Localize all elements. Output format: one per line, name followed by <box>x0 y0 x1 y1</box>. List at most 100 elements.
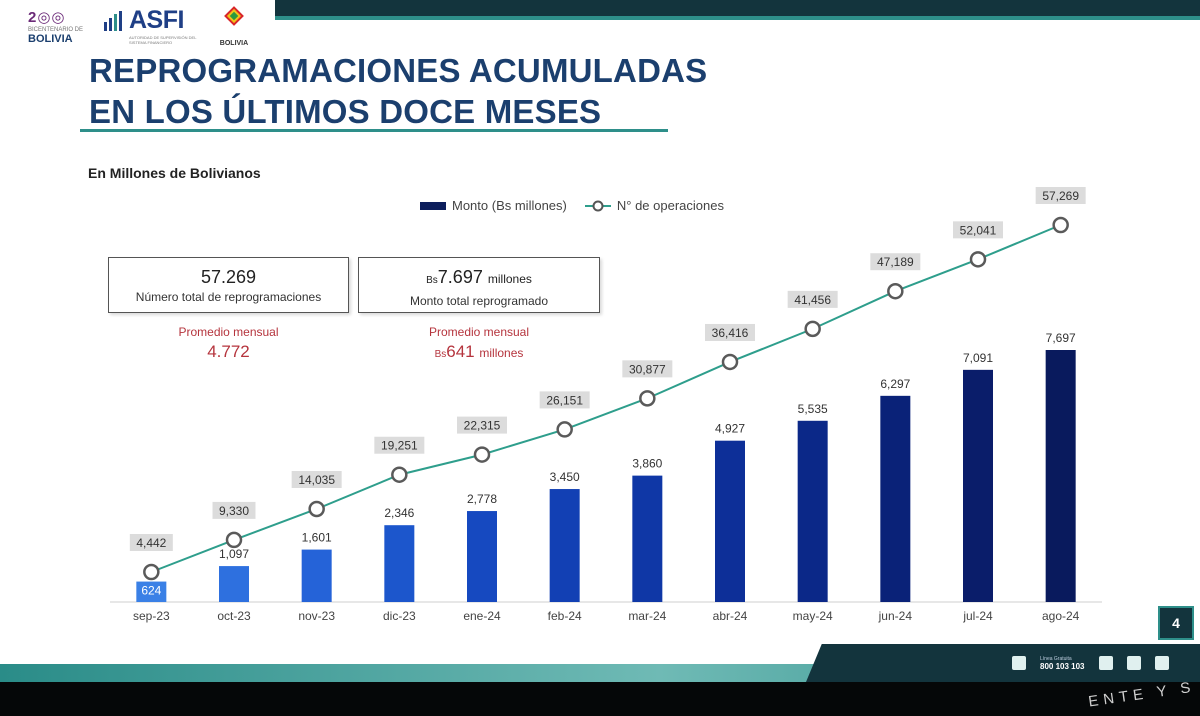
avg-amount: Promedio mensual Bs641 millones <box>358 325 600 362</box>
total-ops-card: 57.269 Número total de reprogramaciones <box>108 257 349 313</box>
operations-label-box <box>539 391 590 409</box>
total-ops-value: 57.269 <box>200 267 257 287</box>
avg-amount-value: 641 <box>446 342 475 361</box>
x-tick-label: ago-24 <box>1042 609 1080 623</box>
x-tick-label: dic-23 <box>383 609 416 623</box>
x-tick-label: sep-23 <box>133 609 170 623</box>
bar <box>632 475 663 602</box>
avg-ops-value: 4.772 <box>207 342 250 361</box>
footer-phone-number: 800 103 103 <box>1040 662 1085 671</box>
operations-value-label: 41,456 <box>794 293 831 307</box>
bicentenario-logo-glyphs: 2◎◎ <box>28 9 66 26</box>
avg-amount-line: Bs641 millones <box>358 342 600 362</box>
operations-label-box <box>457 416 507 434</box>
operations-value-label: 4,442 <box>136 536 166 550</box>
phone-icon <box>1012 656 1026 670</box>
operations-value-label: 57,269 <box>1042 189 1079 203</box>
operations-value-label: 47,189 <box>877 255 914 269</box>
asfi-logo: ASFI AUTORIDAD DE SUPERVISIÓN DEL SISTEM… <box>103 6 205 46</box>
operations-label-box <box>622 360 673 378</box>
operations-point <box>639 390 656 407</box>
avg-amount-currency: Bs <box>434 349 447 360</box>
asfi-tagline: AUTORIDAD DE SUPERVISIÓN DEL SISTEMA FIN… <box>129 35 197 45</box>
estado-logo-text: BOLIVIA <box>219 40 249 47</box>
operations-value-label: 26,151 <box>546 393 583 407</box>
bar-value-label: 4,927 <box>715 422 745 436</box>
operations-point <box>308 500 325 518</box>
x-tick-label: may-24 <box>793 609 833 623</box>
x-tick-label: jun-24 <box>878 609 913 623</box>
page-title: REPROGRAMACIONES ACUMULADAS EN LOS ÚLTIM… <box>89 50 707 132</box>
operations-label-box <box>705 323 755 341</box>
bar-value-label: 624 <box>141 584 161 598</box>
asfi-mark-icon <box>104 11 122 31</box>
header-band-accent <box>275 16 1200 20</box>
bar-value-label: 2,346 <box>384 506 414 520</box>
total-amount-currency: Bs <box>426 275 438 286</box>
title-underline <box>80 129 668 132</box>
operations-label-box <box>953 221 1003 239</box>
avg-ops-label: Promedio mensual <box>178 325 279 339</box>
total-amount-unit: millones <box>487 272 532 286</box>
x-tick-label: feb-24 <box>548 609 582 623</box>
bar-value-label: 6,297 <box>880 377 910 391</box>
footer-contact: Línea Gratuita 800 103 103 <box>1012 656 1169 671</box>
operations-point <box>143 563 160 581</box>
operations-value-label: 36,416 <box>712 326 749 340</box>
footer-phone: Línea Gratuita 800 103 103 <box>1040 656 1085 671</box>
bar <box>301 549 332 602</box>
operations-point <box>887 282 904 300</box>
bar-value-label: 1,601 <box>302 531 332 545</box>
estado-emblem-icon <box>224 6 244 26</box>
operations-point <box>391 466 408 483</box>
operations-point <box>721 353 739 371</box>
facebook-icon <box>1126 656 1141 670</box>
twitter-icon <box>1154 656 1169 670</box>
page-number: 4 <box>1158 606 1194 640</box>
bicentenario-logo: 2◎◎ BICENTENARIO DE BOLIVIA <box>28 8 98 48</box>
bar <box>715 440 745 602</box>
avg-amount-label: Promedio mensual <box>428 325 530 339</box>
operations-label-box <box>787 290 838 308</box>
bar-value-label: 2,778 <box>467 492 497 506</box>
x-tick-label: abr-24 <box>713 609 748 623</box>
total-amount-card: Bs7.697 millones Monto total reprogramad… <box>358 257 600 313</box>
chart-legend: Monto (Bs millones) N° de operaciones <box>420 198 742 213</box>
total-amount-label: Monto total reprogramado <box>409 294 549 308</box>
estado-logo: BOLIVIA <box>212 6 256 50</box>
operations-label-box <box>374 436 425 454</box>
bar <box>219 566 249 602</box>
bar <box>549 489 580 602</box>
legend-bar-swatch <box>420 201 446 210</box>
bar <box>1045 350 1076 602</box>
bar <box>384 525 415 602</box>
legend-line-swatch <box>584 200 611 211</box>
title-line-2: EN LOS ÚLTIMOS DOCE MESES <box>89 93 602 130</box>
bar-value-label: 3,860 <box>632 457 662 471</box>
footer-phone-label: Línea Gratuita <box>1040 656 1072 662</box>
web-icon <box>1098 656 1113 670</box>
operations-label-box <box>1035 187 1086 204</box>
total-ops-label: Número total de reprogramaciones <box>135 290 322 304</box>
bar <box>136 581 167 602</box>
avg-amount-unit: millones <box>479 346 524 360</box>
bar-value-label: 5,535 <box>798 402 828 416</box>
x-tick-label: mar-24 <box>628 609 666 623</box>
operations-label-box <box>129 534 173 551</box>
bar-value-label: 3,450 <box>550 470 580 484</box>
bar <box>467 511 497 602</box>
total-amount-line: Bs7.697 millones <box>359 266 599 292</box>
bicentenario-small-text: BICENTENARIO DE <box>28 27 84 33</box>
operations-point <box>969 251 987 268</box>
operations-value-label: 9,330 <box>219 504 249 518</box>
operations-value-label: 52,041 <box>960 223 997 237</box>
operations-point <box>225 531 243 549</box>
bicentenario-big-text: BOLIVIA <box>28 33 73 45</box>
title-line-1: REPROGRAMACIONES ACUMULADAS <box>89 52 708 89</box>
header-band <box>275 0 1200 16</box>
operations-point <box>473 446 491 463</box>
legend-line-label: N° de operaciones <box>616 198 724 213</box>
operations-label-box <box>212 501 256 519</box>
operations-value-label: 22,315 <box>464 419 501 433</box>
x-tick-label: oct-23 <box>217 609 251 623</box>
